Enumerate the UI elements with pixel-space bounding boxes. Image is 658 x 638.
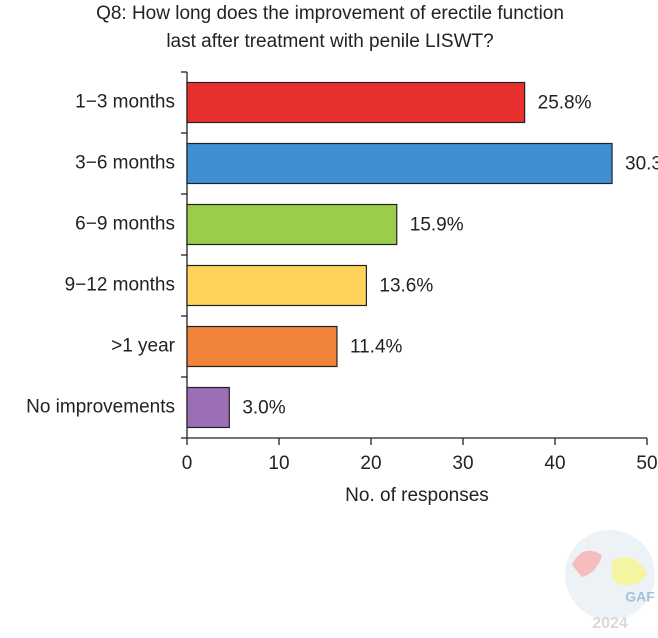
logo: GAF 2024 [565,530,655,632]
logo-year: 2024 [592,615,628,632]
y-tick-label: No improvements [26,397,175,418]
bar [186,81,526,124]
logo-shape [612,557,647,586]
y-tick-label: >1 year [111,336,176,357]
bar [186,325,338,368]
logo-text: GAF [625,589,655,605]
x-tick-label: 10 [268,453,289,474]
y-tick-label: 3−6 months [75,153,175,174]
x-tick-label: 40 [544,453,565,474]
value-label: 3.0% [242,398,285,419]
y-tick-label: 1−3 months [75,92,175,113]
value-label: 25.8% [538,93,592,114]
value-label: 11.4% [350,337,403,358]
x-tick-label: 50 [636,453,657,474]
bar [186,203,398,246]
chart-title: Q8: How long does the improvement of ere… [96,3,564,24]
logo-shape [572,550,602,577]
y-tick-label: 9−12 months [65,275,175,296]
value-label: 15.9% [410,215,464,236]
chart-title: last after treatment with penile LISWT? [166,31,493,52]
x-axis-label: No. of responses [345,485,489,506]
x-tick-label: 30 [452,453,473,474]
x-tick-label: 0 [182,453,193,474]
x-tick-label: 20 [360,453,381,474]
bar [186,386,230,429]
value-label: 30.3% [625,154,658,175]
bar [186,142,613,185]
value-label: 13.6% [379,276,433,297]
y-tick-label: 6−9 months [75,214,175,235]
bar [186,264,367,307]
